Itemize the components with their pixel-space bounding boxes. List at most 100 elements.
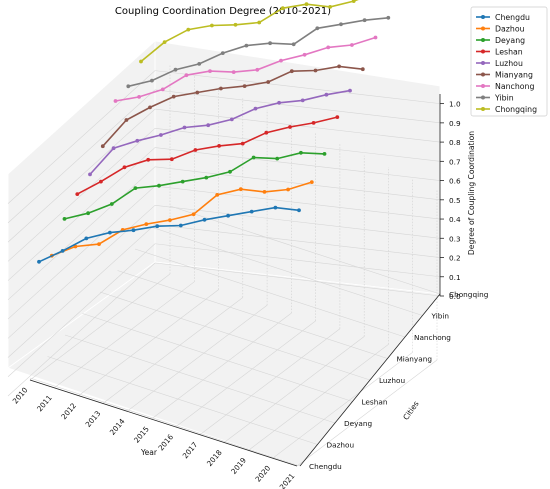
data-point-mianyang	[219, 86, 223, 91]
data-point-deyang	[251, 155, 256, 160]
data-point-leshan	[264, 130, 269, 135]
legend-label: Yibin	[494, 94, 514, 103]
data-point-nanchong	[160, 87, 165, 92]
data-point-mianyang	[266, 80, 271, 84]
data-point-nanchong	[208, 69, 212, 73]
back-gridline-z	[154, 89, 441, 124]
data-point-nanchong	[302, 52, 307, 57]
data-point-luzhou	[229, 117, 234, 122]
legend: Chengdu Dazhou Deyang Leshan Luzhou Mianyang N…	[470, 6, 548, 117]
left-gridline-z	[7, 185, 156, 320]
legend-marker	[481, 61, 485, 65]
data-point-chongqing	[304, 2, 309, 7]
data-point-chengdu	[84, 236, 89, 241]
data-point-mianyang	[313, 68, 318, 73]
legend-marker	[481, 49, 485, 54]
y-tick-label: Leshan	[362, 398, 388, 407]
data-point-chongqing	[139, 59, 143, 64]
data-point-chengdu	[178, 223, 183, 228]
data-point-dazhou	[262, 190, 267, 194]
x-axis-line	[29, 379, 298, 467]
data-point-dazhou	[168, 218, 172, 223]
data-point-chongqing	[210, 23, 214, 28]
z-tick-label: 0.7	[449, 157, 461, 166]
left-gridline-z	[7, 89, 156, 224]
y-tick-label: Yibin	[431, 312, 450, 321]
axes-layer	[29, 94, 444, 467]
data-point-nanchong	[326, 45, 331, 50]
data-point-luzhou	[88, 172, 92, 177]
back-gridline-z	[154, 243, 441, 278]
series-line-dazhou	[51, 181, 313, 257]
left-gridline-z	[7, 108, 156, 243]
floor-gridline-city	[169, 205, 441, 295]
series-line-deyang	[64, 151, 325, 220]
z-tick-label: 0.1	[449, 273, 461, 282]
floor-gridline-year	[54, 281, 195, 389]
series-line-luzhou	[89, 89, 351, 175]
data-point-luzhou	[324, 92, 329, 97]
data-point-nanchong	[255, 67, 260, 72]
z-tick-label: 0.8	[449, 138, 461, 147]
data-point-chongqing	[233, 22, 238, 27]
left-gridline-z	[7, 224, 156, 358]
data-point-mianyang	[242, 84, 247, 88]
legend-marker	[481, 26, 485, 31]
data-point-leshan	[169, 157, 174, 162]
data-point-dazhou	[309, 180, 314, 185]
y-tick-label: Nanchong	[414, 333, 451, 342]
x-tick-label: 2020	[253, 463, 272, 483]
data-point-deyang	[86, 211, 90, 216]
data-point-mianyang	[148, 105, 152, 110]
data-point-deyang	[275, 156, 280, 161]
data-point-chongqing	[257, 20, 262, 25]
chart-title: Coupling Coordination Degree (2010-2021)	[115, 6, 331, 17]
legend-label: Chongqing	[495, 105, 537, 114]
data-point-chongqing	[328, 5, 332, 9]
back-gridline-z	[154, 224, 441, 258]
back-gridline-z	[154, 147, 441, 181]
x-tick-label: 2013	[84, 409, 103, 429]
left-gridline-z	[7, 166, 156, 301]
data-point-yibin	[362, 18, 367, 23]
floor-gridline-city	[99, 291, 371, 381]
x-axis-label: Year	[140, 448, 158, 457]
x-tick-label: 2021	[278, 472, 297, 489]
legend-marker	[481, 95, 485, 100]
legend-label: Leshan	[495, 48, 523, 57]
data-point-luzhou	[159, 133, 163, 137]
y-tick-label: Chongqing	[449, 290, 488, 299]
y-tick-label: Dazhou	[327, 441, 355, 450]
data-point-leshan	[146, 157, 151, 162]
data-point-yibin	[315, 26, 320, 31]
legend-label: Deyang	[495, 36, 525, 45]
back-gridline-z	[154, 70, 441, 104]
back-gridline-z	[154, 262, 441, 297]
floor-gridline-year	[126, 305, 268, 412]
y-axis-label: Cities	[401, 399, 421, 422]
left-gridline-z	[7, 262, 156, 397]
floor-gridline-year	[296, 359, 438, 467]
data-point-luzhou	[111, 146, 116, 151]
z-tick-label: 0.2	[449, 254, 461, 263]
floor-gridline-year	[248, 344, 389, 451]
data-point-luzhou	[182, 125, 187, 130]
y-tick-label: Mianyang	[397, 355, 432, 364]
data-point-deyang	[62, 217, 67, 221]
legend-items: Chengdu Dazhou Deyang Leshan Luzhou Mianyang N…	[476, 13, 537, 114]
data-point-dazhou	[286, 187, 290, 192]
y-tick-label: Chengdu	[309, 462, 342, 471]
data-point-deyang	[299, 150, 303, 155]
data-point-luzhou	[277, 100, 281, 105]
x-tick-label: 2011	[35, 393, 54, 413]
series-line-leshan	[76, 116, 338, 195]
left-gridline-z	[7, 128, 156, 262]
data-point-chongqing	[162, 40, 167, 44]
left-gridline-z	[7, 70, 156, 204]
floor-gridline-year	[224, 336, 365, 443]
data-point-yibin	[244, 43, 249, 48]
data-point-mianyang	[100, 144, 105, 149]
floor-gridline-city	[82, 313, 353, 402]
floor-gridline-year	[175, 320, 316, 428]
